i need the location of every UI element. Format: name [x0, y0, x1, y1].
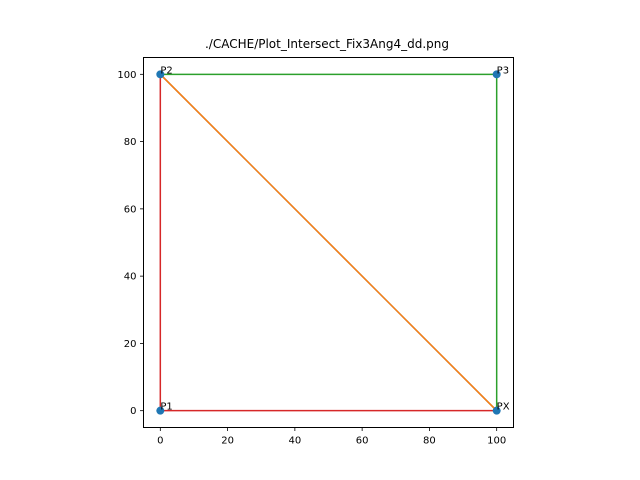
- point-p2: [156, 70, 165, 79]
- plot-area: P1 P2 P3 PX: [156, 65, 510, 415]
- x-tick-label-40: 40: [288, 436, 301, 447]
- x-tick-label-80: 80: [423, 436, 436, 447]
- point-label-px: PX: [497, 402, 510, 413]
- x-tick-label-0: 0: [157, 436, 163, 447]
- point-label-p2: P2: [160, 65, 172, 76]
- point-label-p3: P3: [497, 65, 509, 76]
- y-axis: 0 20 40 60 80 100: [117, 70, 144, 417]
- point-p3: [492, 70, 501, 79]
- y-tick-label-20: 20: [124, 339, 137, 350]
- segment-4: [159, 73, 498, 412]
- x-tick-label-100: 100: [487, 436, 506, 447]
- axes-frame: [143, 57, 514, 428]
- x-axis: 0 20 40 60 80 100: [157, 427, 506, 447]
- y-tick-label-40: 40: [124, 272, 137, 283]
- point-label-p1: P1: [160, 402, 172, 413]
- chart-title: ./CACHE/Plot_Intersect_Fix3Ang4_dd.png: [205, 37, 449, 51]
- y-tick-label-80: 80: [124, 137, 137, 148]
- x-tick-label-20: 20: [221, 436, 234, 447]
- point-p1: [156, 406, 165, 415]
- y-tick-label-100: 100: [117, 70, 136, 81]
- y-tick-label-0: 0: [130, 406, 136, 417]
- y-tick-label-60: 60: [124, 204, 137, 215]
- point-px: [492, 406, 501, 415]
- x-tick-label-60: 60: [356, 436, 369, 447]
